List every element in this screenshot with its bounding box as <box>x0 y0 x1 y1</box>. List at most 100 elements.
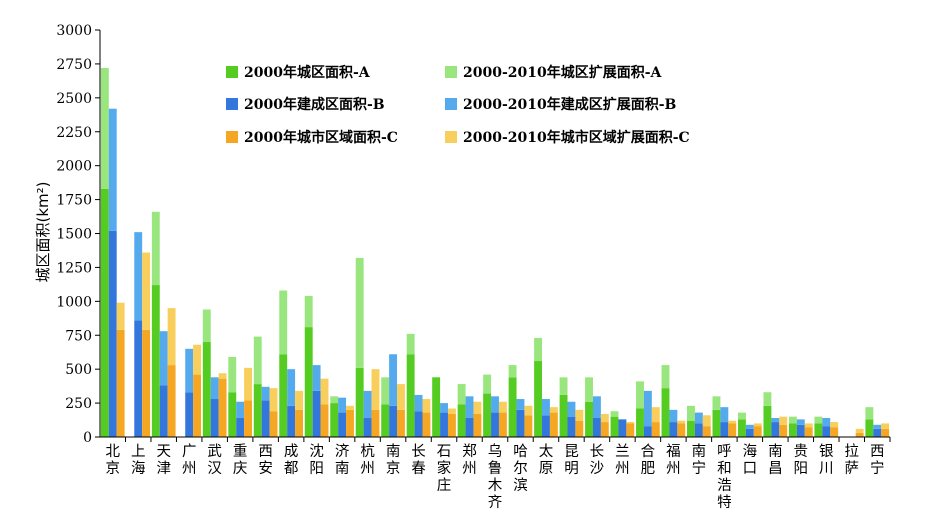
bar-C-base <box>320 404 329 437</box>
bar-C-expansion <box>447 408 456 414</box>
bar-A-expansion <box>253 336 262 385</box>
bar-A-base <box>508 377 517 437</box>
bar-B-expansion <box>796 419 805 425</box>
bar-A-expansion <box>737 412 746 420</box>
bar-A-base <box>636 408 644 437</box>
bar-A-expansion <box>610 411 619 417</box>
bar-B-expansion <box>745 424 754 429</box>
bar-A-expansion <box>304 295 313 328</box>
legend-swatch <box>226 131 238 143</box>
bar-A-expansion <box>381 377 390 405</box>
bar-C-base <box>677 423 686 437</box>
bar-B-base <box>618 419 627 437</box>
bar-B-base <box>261 400 270 437</box>
bar-C-expansion <box>397 384 405 410</box>
bar-B-expansion <box>134 232 143 321</box>
x-tick-label: 武汉 <box>207 443 222 477</box>
x-tick-label: 哈尔滨 <box>513 443 528 494</box>
bar-A-base <box>712 409 721 437</box>
bar-B-expansion <box>694 412 703 424</box>
bar-B-base <box>108 230 117 437</box>
legend-label: 2000年城区面积-A <box>244 64 371 81</box>
x-tick-label: 合肥 <box>641 443 656 477</box>
bar-C-expansion <box>881 423 890 429</box>
bar-B-expansion <box>567 401 576 417</box>
bar-B-expansion <box>312 365 321 391</box>
bar-B-base <box>745 428 754 437</box>
bar-B-base <box>771 422 780 437</box>
x-tick-label: 北京 <box>105 443 120 477</box>
bar-C-base <box>830 427 839 437</box>
bar-C-base <box>397 409 405 437</box>
bar-C-base <box>218 378 227 437</box>
bar-A-base <box>763 405 772 437</box>
x-tick-label: 兰州 <box>615 443 630 477</box>
legend-swatch <box>445 131 457 143</box>
bar-B-expansion <box>491 396 499 413</box>
x-tick-label: 南京 <box>386 443 401 477</box>
bar-A-base <box>330 403 339 437</box>
bar-A-base <box>559 394 568 437</box>
bar-A-expansion <box>330 396 339 404</box>
bar-B-base <box>389 405 398 437</box>
bar-B-base <box>338 412 347 437</box>
x-tick-label: 济南 <box>335 443 350 477</box>
bar-B-expansion <box>822 418 831 427</box>
bar-B-expansion <box>592 396 601 419</box>
bar-C-expansion <box>167 308 176 366</box>
x-tick-label: 贵阳 <box>794 443 809 477</box>
x-tick-label: 福州 <box>666 443 681 477</box>
bar-C-base <box>855 432 864 437</box>
bar-A-base <box>381 404 390 437</box>
x-tick-label: 南昌 <box>768 443 783 477</box>
bar-B-base <box>363 418 372 437</box>
bar-C-expansion <box>702 415 711 427</box>
bar-C-base <box>600 422 609 437</box>
legend: 2000年城区面积-A 2000-2010年城区扩展面积-A 2000年建成区面积-… <box>226 64 690 146</box>
bar-A-expansion <box>355 257 364 368</box>
bar-C-expansion <box>779 416 788 425</box>
bar-C-expansion <box>524 405 533 416</box>
bar-B-base <box>210 399 219 437</box>
bar-A-base <box>687 420 695 437</box>
bar-C-base <box>804 427 813 437</box>
x-tick-label: 银川 <box>819 443 834 477</box>
bar-B-base <box>414 411 423 437</box>
bar-A-expansion <box>559 377 568 395</box>
bar-A-expansion <box>483 374 492 394</box>
bar-B-expansion <box>159 331 168 386</box>
bar-A-expansion <box>534 337 543 362</box>
bar-B-expansion <box>414 394 423 412</box>
bar-A-base <box>279 354 288 437</box>
bar-C-base <box>753 426 762 437</box>
bar-A-base <box>432 377 441 437</box>
bar-A-expansion <box>661 365 670 389</box>
bar-A-base <box>788 423 797 437</box>
bar-B-base <box>669 422 678 437</box>
bar-A-base <box>610 416 619 437</box>
x-tick-label: 重庆 <box>233 443 248 477</box>
y-tick-label: 2500 <box>56 91 92 107</box>
bar-C-base <box>626 423 635 437</box>
x-tick-label: 昆明 <box>564 444 579 477</box>
bar-C-expansion <box>116 302 125 330</box>
bar-C-expansion <box>498 401 507 413</box>
bar-C-expansion <box>193 344 202 375</box>
y-tick-label: 1750 <box>56 193 92 209</box>
y-tick-label: 1000 <box>56 294 92 310</box>
x-tick-label: 南宁 <box>692 443 707 477</box>
bar-A-expansion <box>788 416 797 424</box>
bar-A-expansion <box>279 290 288 355</box>
bar-C-expansion <box>830 422 839 428</box>
bar-C-expansion <box>269 388 278 412</box>
bar-B-expansion <box>669 409 678 423</box>
bar-B-base <box>516 409 525 437</box>
bar-C-expansion <box>473 401 482 414</box>
bar-A-expansion <box>228 356 237 393</box>
bar-C-expansion <box>320 378 329 405</box>
bar-C-expansion <box>142 252 151 330</box>
x-tick-label: 西宁 <box>870 444 885 477</box>
bar-A-expansion <box>151 211 160 286</box>
bar-A-base <box>585 401 593 437</box>
